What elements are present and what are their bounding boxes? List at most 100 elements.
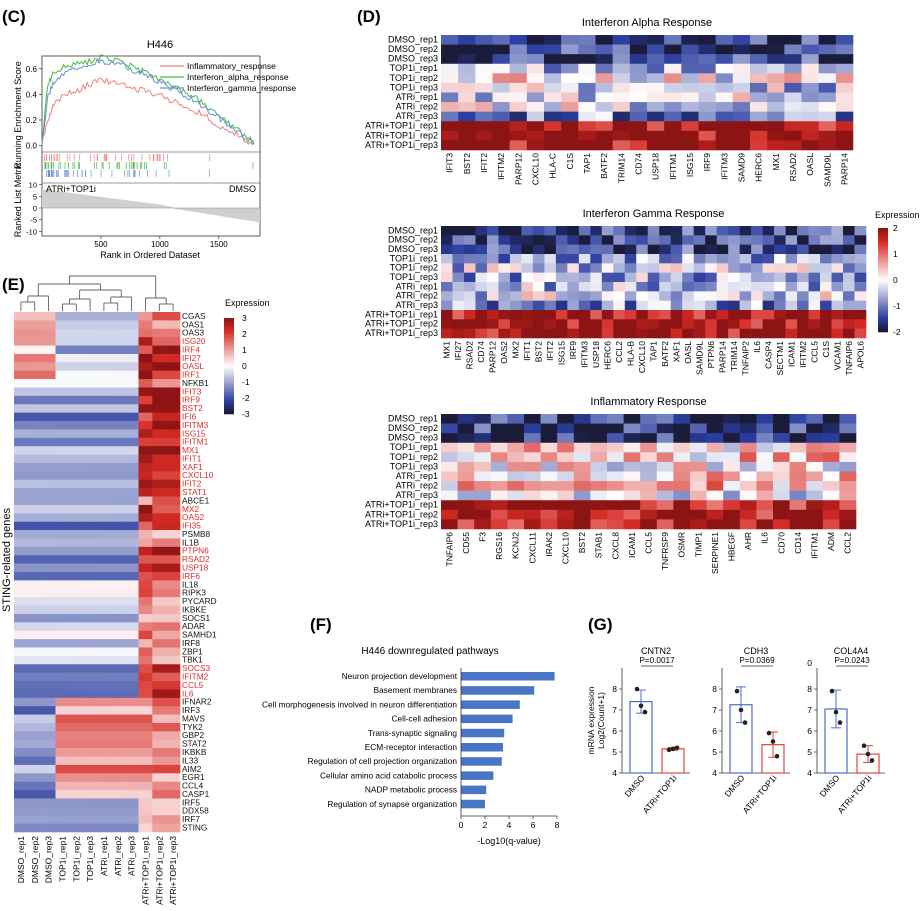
- heatmap-cell: [521, 272, 534, 283]
- sting-heatmap-cell: [83, 337, 98, 346]
- sting-heatmap-cell: [152, 764, 167, 774]
- heatmap-col-label: TIMP1: [693, 532, 703, 557]
- sting-heatmap-cell: [110, 605, 125, 615]
- heatmap-cell: [739, 519, 757, 530]
- sting-gene-label: TBK1: [182, 655, 203, 665]
- heatmap-cell: [474, 414, 492, 424]
- sting-gene-label: ISG15: [182, 428, 206, 438]
- heatmap-cell: [767, 111, 785, 122]
- heatmap-cell: [835, 121, 854, 132]
- qpcr-point: [638, 703, 644, 709]
- sting-heatmap-cell: [152, 664, 167, 673]
- sting-heatmap-cell: [124, 580, 139, 590]
- sting-heatmap-cell: [166, 320, 181, 330]
- heatmap-cell: [843, 319, 855, 329]
- heatmap-row-label: TOP1i_rep2: [390, 73, 438, 83]
- heatmap-cell: [681, 44, 699, 55]
- heatmap-cell: [629, 54, 648, 65]
- heatmap-cell: [681, 130, 699, 141]
- heatmap-cell: [629, 102, 648, 112]
- heatmap-cell: [509, 319, 522, 329]
- heatmap-cell: [762, 282, 775, 292]
- d-legend-step: [878, 230, 888, 233]
- sting-heatmap-cell: [166, 337, 181, 346]
- heatmap-cell: [673, 509, 691, 520]
- heatmap-col-label: XAF1: [672, 341, 682, 363]
- heatmap-cell: [801, 63, 819, 74]
- heatmap-cell: [507, 471, 525, 482]
- heatmap-cell: [673, 500, 691, 511]
- heatmap-cell: [601, 272, 614, 283]
- heatmap-cell: [555, 235, 568, 245]
- sting-heatmap-cell: [166, 345, 181, 355]
- gsea-frame: [41, 55, 261, 237]
- sting-heatmap-cell: [55, 639, 70, 648]
- sting-heatmap-cell: [27, 714, 42, 724]
- heatmap-col-label: CASP4: [763, 341, 773, 369]
- heatmap-cell: [578, 226, 591, 236]
- sting-heatmap-cell: [124, 756, 139, 766]
- sting-heatmap-cell: [55, 681, 70, 690]
- heatmap-cell: [578, 82, 596, 93]
- sting-legend-step: [224, 322, 234, 325]
- sting-heatmap-cell: [166, 764, 181, 774]
- sting-heatmap-cell: [83, 437, 98, 447]
- heatmap-cell: [835, 63, 854, 74]
- sting-legend-step: [224, 372, 234, 375]
- sting-heatmap-cell: [110, 353, 125, 363]
- sting-heatmap-cell: [138, 454, 153, 464]
- sting-heatmap-cell: [55, 446, 70, 455]
- heatmap-col-label: APOL6: [855, 341, 865, 369]
- sting-heatmap-cell: [110, 312, 125, 321]
- sting-heatmap-cell: [83, 421, 98, 430]
- heatmap-col-label: IFITM1: [810, 532, 820, 559]
- sting-heatmap-cell: [138, 337, 153, 346]
- heatmap-col-label: HERC6: [603, 341, 613, 370]
- d-legend-step: [878, 292, 888, 295]
- sting-legend-tick: 2: [242, 329, 247, 339]
- sting-heatmap-cell: [14, 320, 29, 330]
- heatmap-cell: [629, 63, 648, 74]
- heatmap-cell: [441, 235, 453, 245]
- sting-heatmap-cell: [124, 496, 139, 506]
- sting-heatmap-cell: [83, 370, 98, 380]
- heatmap-cell: [463, 263, 476, 273]
- heatmap-cell: [441, 102, 459, 112]
- heatmap-cell: [785, 263, 798, 273]
- heatmap-cell: [458, 35, 476, 45]
- heatmap-cell: [509, 300, 522, 311]
- panel-label-c: (C): [2, 7, 26, 26]
- heatmap-cell: [673, 490, 691, 501]
- sting-heatmap-cell: [41, 479, 56, 489]
- heatmap-cell: [664, 54, 682, 65]
- sting-heatmap-cell: [138, 538, 153, 548]
- sting-heatmap-cell: [14, 798, 29, 808]
- sting-heatmap-cell: [166, 597, 181, 606]
- heatmap-cell: [507, 481, 525, 491]
- heatmap-cell: [789, 461, 807, 472]
- heatmap-cell: [854, 272, 867, 283]
- heatmap-cell: [715, 92, 734, 103]
- sting-heatmap-cell: [138, 496, 153, 506]
- heatmap-cell: [623, 490, 641, 501]
- heatmap-cell: [578, 310, 591, 320]
- sting-heatmap-cell: [14, 815, 29, 824]
- pathway-label: Cell-cell adhesion: [392, 714, 458, 724]
- heatmap-cell: [839, 423, 857, 434]
- sting-sample-label: TOP1i_rep3: [85, 836, 95, 882]
- heatmap-cell: [751, 235, 763, 245]
- heatmap-col-label: CXCL11: [527, 532, 537, 564]
- sting-heatmap-cell: [166, 790, 181, 799]
- heatmap-cell: [457, 414, 475, 424]
- sting-heatmap-cell: [166, 605, 181, 615]
- heatmap-cell: [544, 92, 562, 103]
- heatmap-cell: [590, 471, 608, 482]
- heatmap-cell: [801, 130, 819, 141]
- sting-heatmap-cell: [69, 748, 84, 757]
- heatmap-cell: [656, 519, 674, 530]
- heatmap-cell: [441, 54, 459, 65]
- heatmap-cell: [739, 244, 752, 255]
- gsea-metric-tick-label: 5: [33, 192, 37, 201]
- heatmap-row-label: DMSO_rep3: [388, 433, 438, 443]
- sting-heatmap-cell: [27, 588, 42, 598]
